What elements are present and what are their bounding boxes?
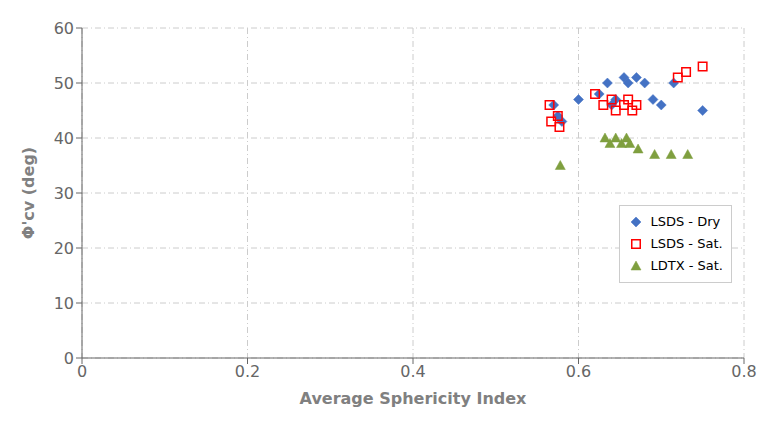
svg-text:10: 10: [54, 294, 74, 313]
svg-text:0: 0: [77, 362, 87, 381]
html-text:LSDS - Dry: LSDS - Dry: [650, 214, 721, 229]
svg-text:20: 20: [54, 239, 74, 258]
svg-text:30: 30: [54, 184, 74, 203]
svg-text:40: 40: [54, 129, 74, 148]
html-text:LDTX - Sat.: LDTX - Sat.: [650, 258, 723, 273]
html-text:LSDS - Sat.: LSDS - Sat.: [650, 236, 723, 251]
svg-text:0.6: 0.6: [566, 362, 591, 381]
svg-text:0.8: 0.8: [731, 362, 756, 381]
svg-text:0: 0: [64, 349, 74, 368]
svg-text:50: 50: [54, 74, 74, 93]
svg-text:0.4: 0.4: [400, 362, 425, 381]
svg-text:0.2: 0.2: [235, 362, 260, 381]
svg-text:60: 60: [54, 19, 74, 38]
svg-text:Average Sphericity Index: Average Sphericity Index: [300, 389, 528, 408]
svg-text:Φ'cv (deg): Φ'cv (deg): [19, 147, 38, 239]
